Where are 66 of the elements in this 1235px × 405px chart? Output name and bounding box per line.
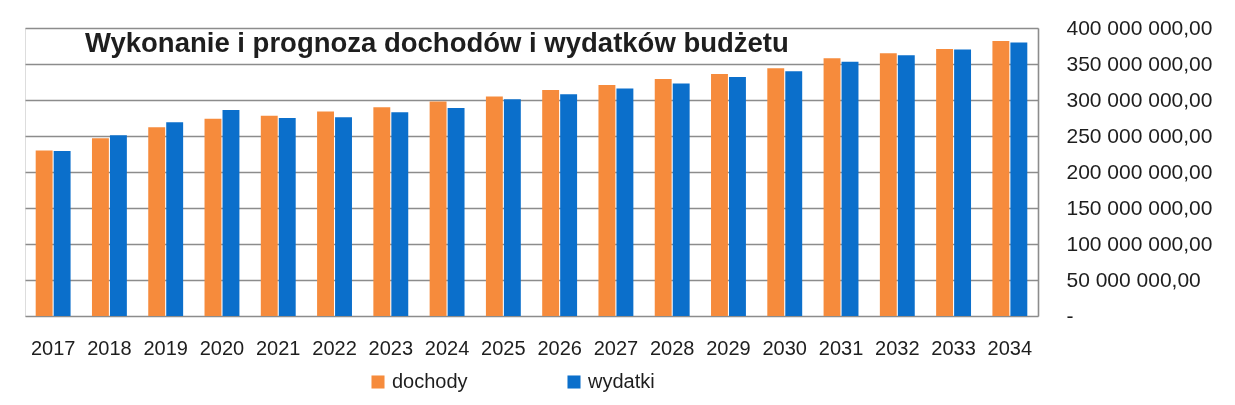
bar <box>992 40 1010 316</box>
bar <box>767 68 785 316</box>
x-tick-label: 2033 <box>931 336 976 359</box>
bar <box>729 76 746 316</box>
x-tick-label: 2024 <box>424 336 470 359</box>
bar <box>485 96 503 316</box>
bar <box>879 53 897 316</box>
x-tick-label: 2023 <box>368 336 414 359</box>
y-tick-label: 400 000 000,00 <box>1066 15 1213 39</box>
x-tick-label: 2027 <box>593 336 639 359</box>
y-tick-label: 350 000 000,00 <box>1066 51 1213 75</box>
y-tick-label: 100 000 000,00 <box>1066 231 1213 255</box>
bar <box>204 118 222 316</box>
bar <box>654 79 672 316</box>
bar <box>166 122 184 316</box>
bar <box>841 61 859 316</box>
bar <box>373 107 391 316</box>
bar <box>560 94 578 316</box>
y-tick-label: - <box>1066 303 1074 327</box>
bar <box>823 58 841 316</box>
y-tick-label: 150 000 000,00 <box>1066 195 1213 219</box>
bar <box>222 110 240 316</box>
bar <box>598 84 616 316</box>
bar <box>711 74 728 316</box>
bar <box>109 135 127 316</box>
bar <box>260 115 278 316</box>
x-tick-label: 2025 <box>481 336 526 359</box>
bar <box>954 49 972 316</box>
x-tick-label: 2018 <box>87 336 132 359</box>
x-tick-label: 2034 <box>987 336 1033 359</box>
x-tick-label: 2031 <box>818 336 864 359</box>
bar <box>785 71 803 316</box>
bar <box>542 89 560 316</box>
x-tick-label: 2030 <box>762 336 807 359</box>
x-tick-label: 2017 <box>30 336 76 359</box>
legend-label: dochody <box>392 370 468 392</box>
bar <box>148 127 166 316</box>
y-tick-label: 250 000 000,00 <box>1066 123 1213 147</box>
bar <box>936 48 954 316</box>
y-tick-label: 50 000 000,00 <box>1066 267 1201 291</box>
x-tick-label: 2022 <box>312 336 357 359</box>
y-tick-label: 300 000 000,00 <box>1066 87 1213 111</box>
bar <box>503 99 521 316</box>
x-tick-label: 2028 <box>649 336 695 359</box>
x-tick-label: 2029 <box>706 336 751 359</box>
bar <box>1010 42 1028 316</box>
bar <box>53 151 71 316</box>
chart-title: Wykonanie i prognoza dochodów i wydatków budżetu <box>85 26 789 58</box>
x-tick-label: 2019 <box>143 336 188 359</box>
x-tick-label: 2020 <box>199 336 245 359</box>
legend-label: wydatki <box>587 370 655 392</box>
bar <box>672 83 690 316</box>
bar <box>278 118 296 316</box>
x-tick-label: 2021 <box>256 336 301 359</box>
x-tick-label: 2032 <box>875 336 920 359</box>
x-tick-label: 2026 <box>537 336 582 359</box>
bar <box>91 138 109 316</box>
bar <box>616 88 634 316</box>
bar <box>391 112 409 316</box>
bar <box>429 101 447 316</box>
bar <box>35 150 53 316</box>
bar <box>335 117 352 316</box>
bar <box>317 111 334 316</box>
bar <box>897 55 915 316</box>
bar <box>447 107 465 316</box>
y-tick-label: 200 000 000,00 <box>1066 159 1213 183</box>
